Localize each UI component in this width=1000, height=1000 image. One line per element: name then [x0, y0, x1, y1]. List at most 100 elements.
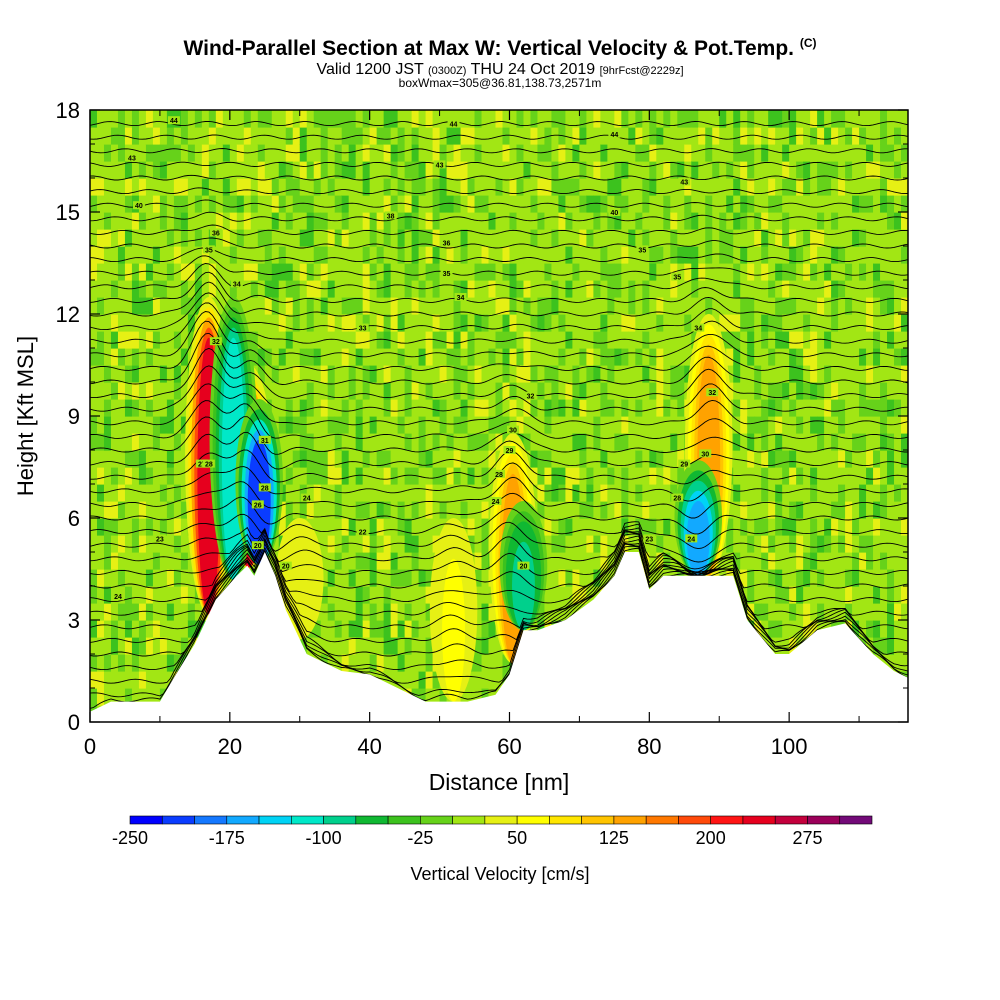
field-cell — [509, 297, 518, 315]
field-cell — [355, 518, 364, 536]
field-cell — [390, 297, 399, 315]
field-cell — [117, 450, 126, 468]
field-cell — [152, 348, 161, 366]
field-cell — [376, 569, 385, 587]
field-cell — [453, 365, 462, 383]
field-cell — [887, 501, 895, 519]
field-cell — [880, 297, 888, 315]
field-cell — [810, 110, 818, 128]
y-tick-label: 15 — [56, 200, 80, 225]
field-cell — [152, 178, 161, 196]
field-cell — [124, 637, 133, 655]
field-cell — [425, 603, 434, 621]
field-cell — [152, 195, 161, 213]
field-cell — [131, 144, 140, 162]
field-cell — [775, 110, 783, 128]
field-cell — [747, 467, 755, 485]
field-cell — [90, 229, 98, 247]
field-cell — [404, 399, 413, 417]
field-cell — [397, 161, 406, 179]
field-cell — [796, 365, 804, 383]
valid-time-line: Valid 1200 JST (0300Z) THU 24 Oct 2019 [… — [0, 61, 1000, 79]
field-cell — [278, 229, 287, 247]
theta-label-bg — [678, 459, 691, 468]
theta-label-bg — [454, 293, 467, 301]
field-cell — [586, 314, 594, 332]
field-cell — [747, 195, 755, 213]
field-cell — [131, 501, 140, 519]
field-cell — [642, 195, 650, 213]
field-cell — [474, 654, 483, 672]
field-cell — [313, 637, 322, 655]
field-cell — [397, 110, 406, 128]
field-cell — [621, 348, 629, 366]
field-cell — [495, 416, 504, 434]
field-cell — [376, 348, 385, 366]
field-cell — [740, 501, 748, 519]
field-cell — [292, 297, 301, 315]
field-cell — [432, 467, 441, 485]
field-cell — [341, 552, 350, 570]
field-cell — [523, 314, 532, 332]
field-cell — [859, 501, 867, 519]
theta-label-bg — [209, 337, 222, 346]
field-cell — [264, 178, 273, 196]
field-cell — [509, 161, 518, 179]
theta-contour-line — [90, 527, 908, 570]
field-cell — [719, 195, 727, 213]
field-cell — [383, 535, 392, 553]
field-cell — [481, 688, 490, 706]
field-cell — [138, 161, 147, 179]
theta-contour-label: 28 — [261, 485, 269, 492]
field-cell — [397, 637, 406, 655]
field-cell — [572, 535, 581, 553]
field-cell — [278, 382, 287, 400]
field-cell — [152, 212, 161, 230]
field-cell — [754, 110, 762, 128]
field-cell — [257, 178, 266, 196]
field-cell — [243, 297, 252, 315]
field-cell — [761, 263, 769, 281]
field-cell — [404, 280, 413, 298]
field-cell — [803, 297, 811, 315]
field-cell — [607, 212, 615, 230]
field-cell — [852, 229, 860, 247]
field-cell — [166, 382, 175, 400]
field-cell — [691, 110, 699, 128]
field-cell — [418, 110, 427, 128]
field-cell — [460, 212, 469, 230]
field-cell — [369, 484, 378, 502]
field-cell — [173, 416, 182, 434]
field-cell — [537, 229, 546, 247]
field-cell — [607, 110, 615, 128]
field-cell — [425, 263, 434, 281]
field-cell — [383, 399, 392, 417]
field-cell — [481, 314, 490, 332]
theta-contour-line — [90, 320, 908, 371]
field-cell — [677, 110, 685, 128]
field-cell — [376, 518, 385, 536]
theta-contour-label: 29 — [506, 448, 514, 455]
field-cell — [313, 484, 322, 502]
field-cell — [201, 263, 210, 281]
field-cell — [733, 314, 741, 332]
field-cell — [320, 535, 329, 553]
field-cell — [845, 399, 853, 417]
field-cell — [635, 229, 643, 247]
field-cell — [642, 212, 650, 230]
field-cell — [775, 127, 783, 145]
field-cell — [103, 433, 112, 451]
field-cell — [740, 535, 748, 553]
field-cell — [474, 314, 483, 332]
field-cell — [145, 433, 154, 451]
field-cell — [397, 569, 406, 587]
field-cell — [124, 127, 133, 145]
field-cell — [446, 110, 455, 128]
field-cell — [432, 144, 441, 162]
field-cell — [201, 212, 210, 230]
field-cell — [579, 280, 587, 298]
field-cell — [327, 467, 336, 485]
field-cell — [390, 331, 399, 349]
field-cell — [831, 212, 839, 230]
field-cell — [796, 467, 804, 485]
